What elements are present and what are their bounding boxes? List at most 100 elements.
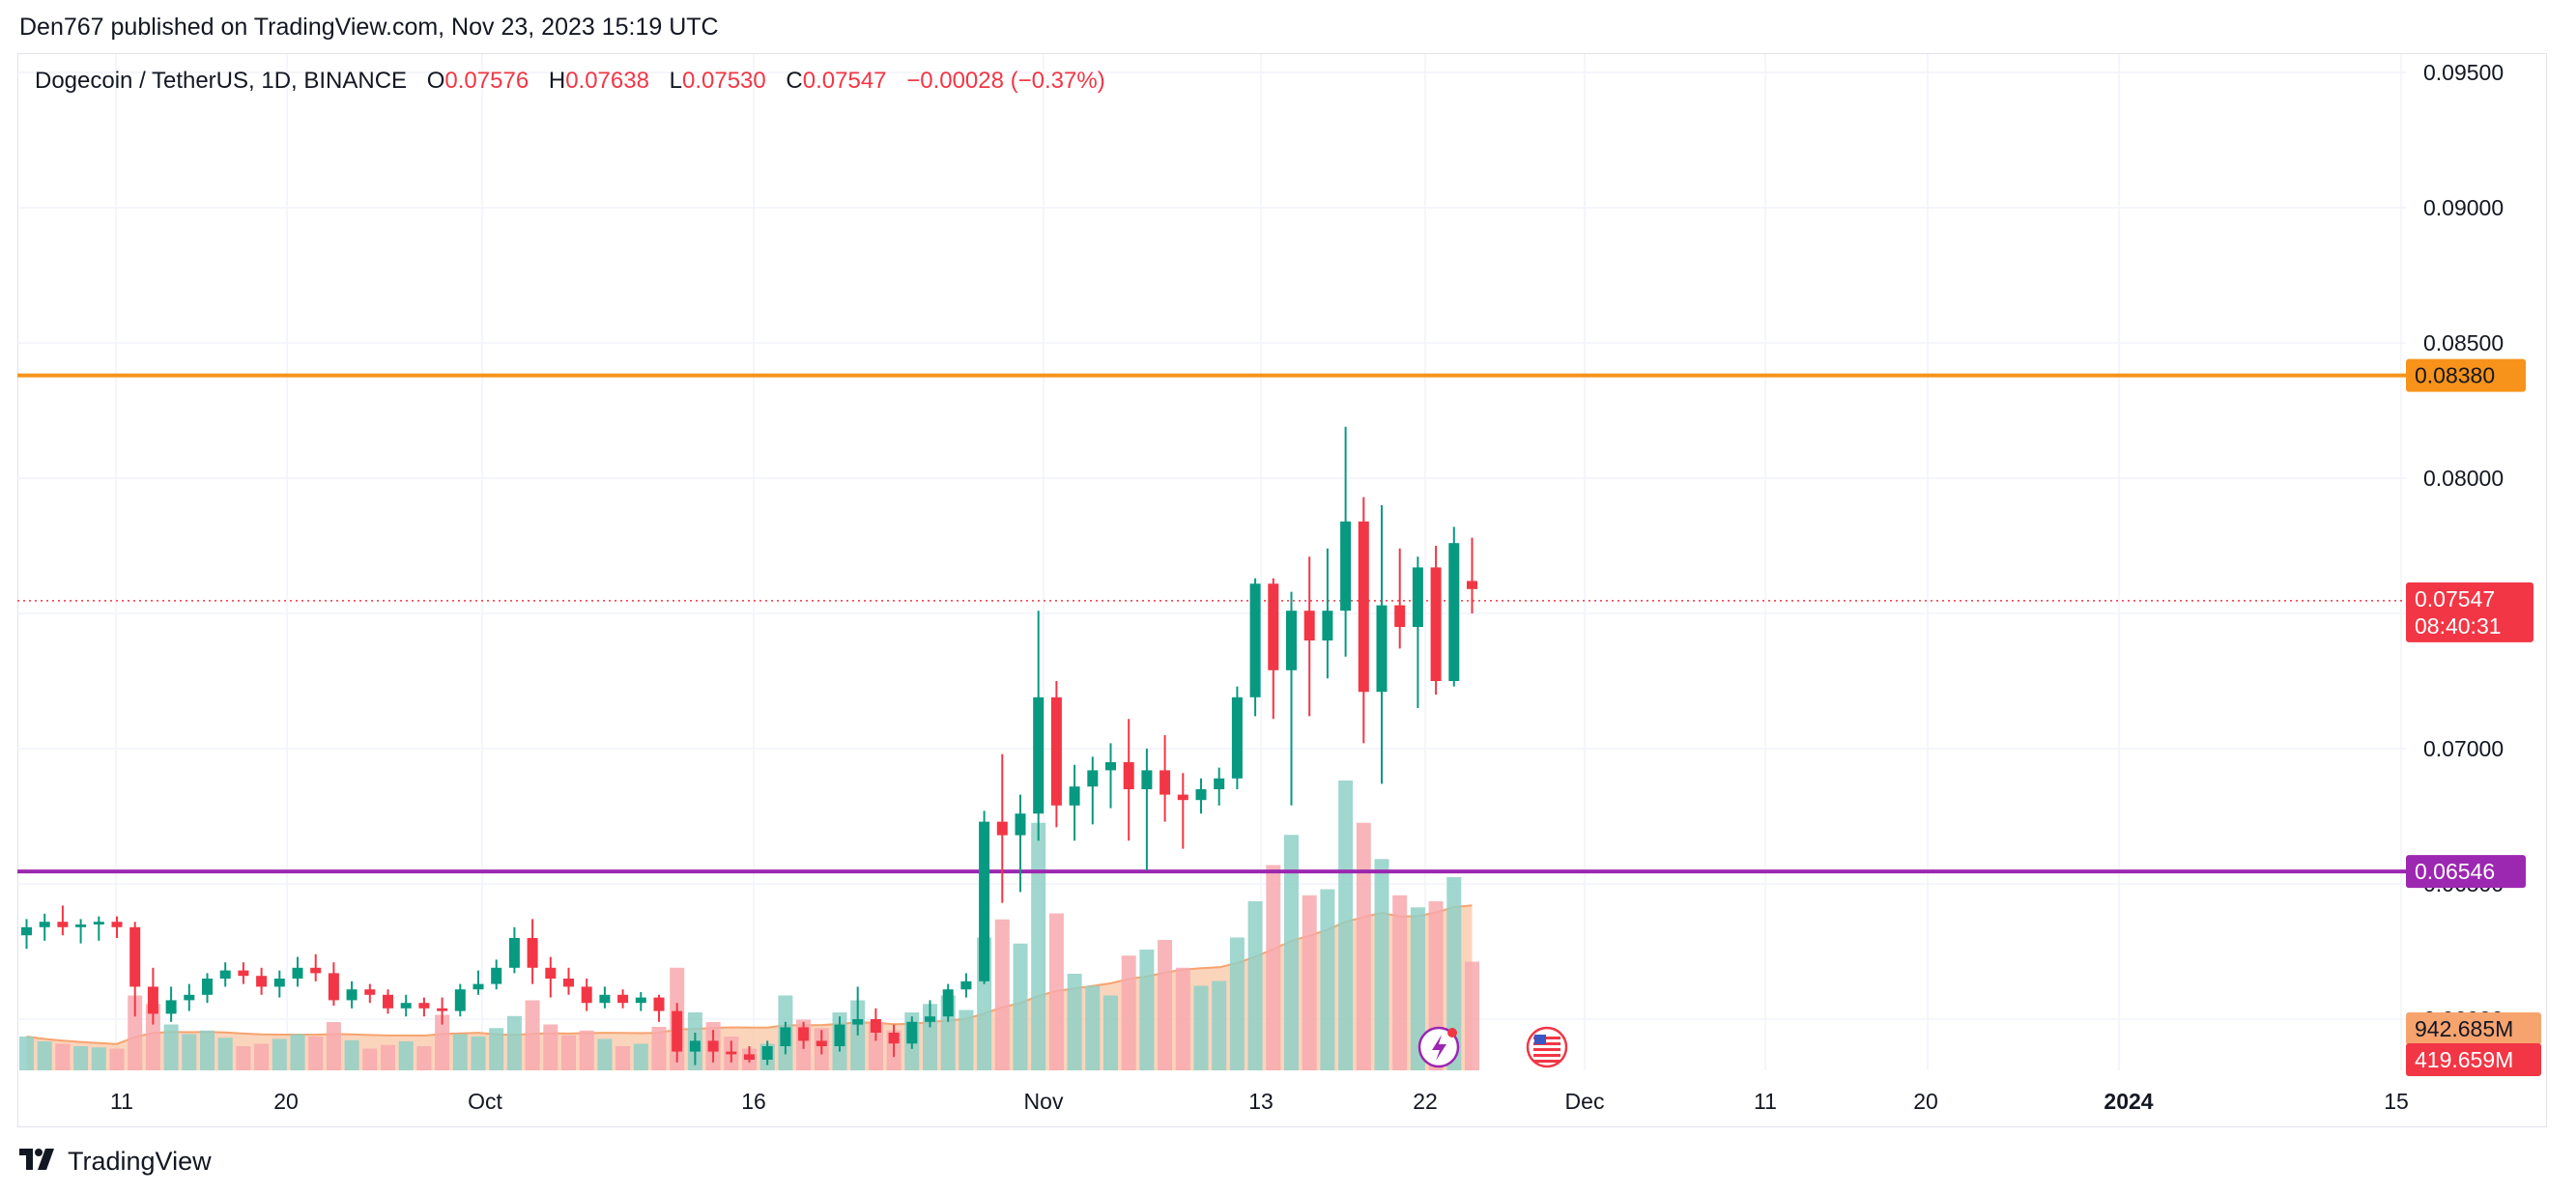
time-tick-label: Nov bbox=[1024, 1089, 1064, 1114]
candle-body bbox=[1087, 770, 1099, 787]
candle-body bbox=[942, 989, 954, 1017]
candle-body bbox=[1412, 567, 1423, 627]
candle-body bbox=[21, 926, 32, 936]
volume-bar bbox=[19, 1037, 34, 1070]
candle-body bbox=[599, 994, 611, 1004]
volume-bar bbox=[959, 1009, 974, 1070]
volume-bar bbox=[272, 1038, 287, 1070]
last-price-tag-text: 0.07547 bbox=[2415, 586, 2495, 611]
candle-body bbox=[834, 1024, 845, 1046]
candle-body bbox=[491, 967, 502, 984]
volume-bar bbox=[1139, 950, 1155, 1070]
resistance-tag: 0.08380 bbox=[2406, 358, 2526, 392]
volume-bar bbox=[91, 1047, 106, 1070]
volume-bar bbox=[55, 1043, 71, 1070]
volume-bar bbox=[471, 1037, 486, 1070]
candle-body bbox=[256, 976, 268, 987]
volume-bar bbox=[868, 1022, 883, 1070]
lightning-icon-bolt bbox=[1432, 1035, 1446, 1061]
time-tick-label: 20 bbox=[273, 1089, 299, 1114]
volume-bar bbox=[1229, 937, 1245, 1070]
candle-body bbox=[1105, 762, 1116, 771]
time-axis: 11 20 Oct 16 Nov 13 22 Dec 11 20 2024 15 bbox=[110, 1089, 2409, 1114]
candle-body bbox=[925, 1016, 935, 1022]
candle-body bbox=[129, 926, 141, 987]
candle-body bbox=[273, 979, 285, 987]
volume-bar bbox=[1013, 943, 1028, 1070]
candle-body bbox=[219, 970, 231, 979]
symbol-title[interactable]: Dogecoin / TetherUS, 1D, BINANCE bbox=[35, 68, 408, 94]
volume-bar bbox=[561, 1035, 576, 1070]
time-tick-label: 20 bbox=[1913, 1089, 1938, 1114]
volume-bar bbox=[182, 1034, 197, 1070]
us-flag-stripe bbox=[1533, 1054, 1560, 1057]
candle-body bbox=[292, 967, 303, 979]
volume-bar bbox=[290, 1034, 305, 1070]
candle-body bbox=[1358, 521, 1369, 693]
candle-body bbox=[1050, 696, 1062, 806]
candle-body bbox=[437, 1008, 448, 1011]
candle-body bbox=[852, 1019, 864, 1025]
candle-body bbox=[581, 986, 592, 1004]
candle-body bbox=[1249, 583, 1261, 697]
volume-bar bbox=[1446, 877, 1462, 1070]
price-tick-label: 0.09000 bbox=[2423, 195, 2504, 220]
publisher-line: Den767 published on TradingView.com, Nov… bbox=[19, 14, 719, 41]
candle-body bbox=[1376, 605, 1388, 693]
candle-body bbox=[310, 967, 322, 974]
volume-bar bbox=[416, 1046, 432, 1070]
open-label: O bbox=[426, 68, 445, 94]
low-value: 0.07530 bbox=[681, 68, 766, 94]
volume-bar bbox=[994, 919, 1010, 1070]
volume-bar bbox=[1121, 955, 1136, 1070]
candle-body bbox=[75, 924, 87, 927]
close-label: C bbox=[786, 68, 803, 94]
chart-frame bbox=[17, 53, 2547, 1127]
candle-body bbox=[563, 979, 574, 987]
volume-bar bbox=[200, 1030, 215, 1070]
volume-bar bbox=[651, 1027, 667, 1070]
candle-body bbox=[1430, 567, 1442, 681]
volume-bar bbox=[579, 1030, 594, 1070]
volume-bar bbox=[1356, 822, 1371, 1070]
candle-body bbox=[1123, 762, 1134, 789]
volume-bar bbox=[452, 1034, 468, 1070]
volume-ma-tag-text: 419.659M bbox=[2415, 1047, 2513, 1072]
candle-body bbox=[816, 1040, 827, 1046]
volume-bar bbox=[37, 1041, 52, 1070]
time-tick-label: 13 bbox=[1248, 1089, 1274, 1114]
candle-body bbox=[400, 1003, 412, 1009]
time-tick-label: 11 bbox=[1754, 1089, 1777, 1114]
tradingview-brand[interactable]: TradingView bbox=[68, 1146, 212, 1176]
volume-bar bbox=[1410, 907, 1425, 1070]
us-flag-stripe bbox=[1533, 1042, 1560, 1045]
candle-body bbox=[545, 967, 557, 979]
candle-body bbox=[1069, 786, 1080, 806]
time-tick-label: Dec bbox=[1565, 1089, 1605, 1114]
volume-bar bbox=[435, 1014, 450, 1070]
us-flag-stripe bbox=[1533, 1060, 1560, 1063]
high-value: 0.07638 bbox=[565, 68, 649, 94]
volume-bar bbox=[73, 1046, 89, 1070]
candle-body bbox=[147, 986, 158, 1014]
volume-bar bbox=[1374, 859, 1389, 1070]
candle-body bbox=[238, 970, 249, 977]
candle-body bbox=[888, 1033, 900, 1044]
volume-bar bbox=[326, 1022, 341, 1070]
volume-bar bbox=[525, 1000, 540, 1070]
high-label: H bbox=[548, 68, 566, 94]
open-value: 0.07576 bbox=[444, 68, 530, 94]
horizontal-lines bbox=[17, 373, 2406, 874]
candle-body bbox=[364, 989, 376, 995]
candle-body bbox=[653, 997, 665, 1011]
volume-bar bbox=[1175, 967, 1190, 1070]
volume-ma-tag-bg bbox=[2406, 1043, 2541, 1076]
candle-body bbox=[454, 989, 466, 1011]
countdown-tag: 08:40:31 bbox=[2406, 609, 2533, 642]
tradingview-logo-icon[interactable] bbox=[19, 1146, 58, 1177]
candle-body bbox=[383, 994, 393, 1009]
volume-bar bbox=[236, 1046, 251, 1070]
candle-body bbox=[1177, 794, 1188, 801]
tradingview-logo-shape bbox=[19, 1149, 54, 1170]
